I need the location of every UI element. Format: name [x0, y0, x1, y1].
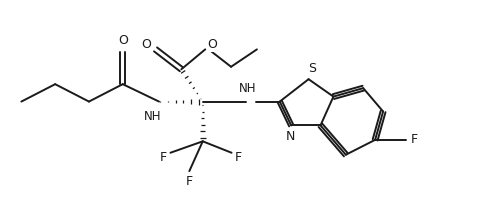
Text: O: O	[208, 38, 217, 51]
Text: F: F	[410, 133, 417, 146]
Text: O: O	[118, 34, 128, 47]
Text: O: O	[118, 34, 128, 47]
Text: O: O	[208, 38, 217, 51]
Text: O: O	[142, 38, 151, 51]
Text: F: F	[235, 151, 242, 164]
Text: F: F	[235, 151, 242, 164]
Text: NH: NH	[144, 110, 161, 123]
Text: O: O	[142, 38, 151, 51]
Text: S: S	[308, 62, 317, 75]
Text: N: N	[285, 130, 295, 143]
Text: NH: NH	[239, 82, 257, 95]
Text: F: F	[186, 174, 193, 187]
Text: NH: NH	[144, 110, 161, 123]
Text: F: F	[160, 151, 167, 164]
Text: N: N	[285, 130, 295, 143]
Text: F: F	[186, 174, 193, 187]
Text: S: S	[308, 62, 317, 75]
Text: F: F	[410, 133, 417, 146]
Text: F: F	[160, 151, 166, 164]
Text: NH: NH	[239, 82, 257, 95]
